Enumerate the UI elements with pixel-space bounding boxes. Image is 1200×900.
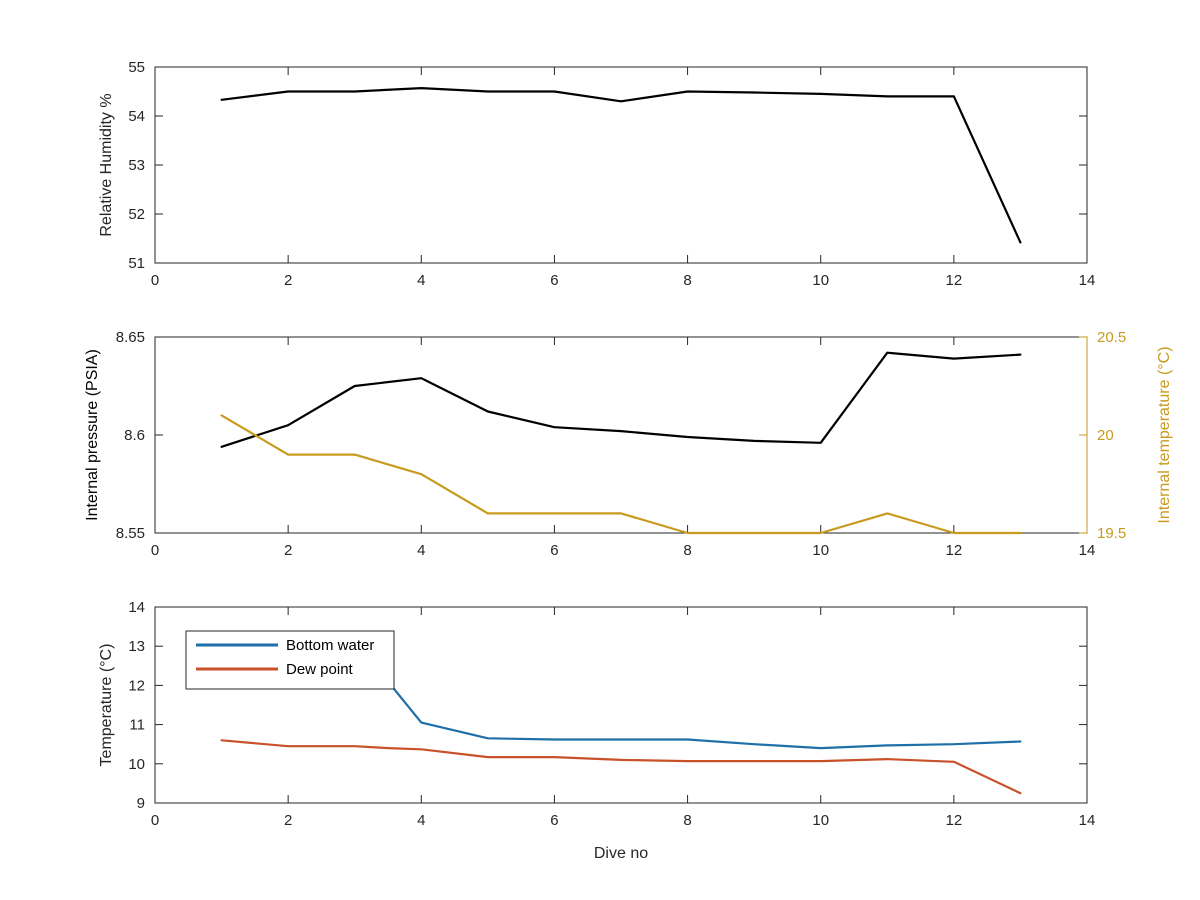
- x-tick-label: 12: [946, 542, 963, 559]
- y-tick-label: 51: [128, 255, 145, 272]
- x-tick-label: 14: [1079, 812, 1096, 829]
- x-tick-label: 10: [812, 812, 829, 829]
- legend-box: [185, 630, 395, 690]
- y-axis-title: Internal pressure (PSIA): [84, 349, 101, 521]
- y-tick-label: 8.6: [124, 427, 145, 444]
- y-tick-label: 9: [137, 795, 145, 812]
- x-tick-label: 8: [683, 812, 691, 829]
- y-axis-title: Relative Humidity %: [98, 93, 115, 236]
- x-tick-label: 6: [550, 812, 558, 829]
- plot-area: [154, 336, 1088, 534]
- y2-tick-label: 19.5: [1097, 525, 1126, 542]
- series-line-dew-point: [220, 739, 1022, 795]
- x-axis-title: Dive no: [594, 845, 648, 862]
- x-tick-label: 10: [812, 542, 829, 559]
- y2-tick-label: 20.5: [1097, 329, 1126, 346]
- x-tick-label: 2: [284, 812, 292, 829]
- x-tick-label: 12: [946, 272, 963, 289]
- y-tick-label: 12: [128, 677, 145, 694]
- y2-tick-label: 20: [1097, 427, 1114, 444]
- y2-axis-title: Internal temperature (°C): [1156, 346, 1173, 523]
- series-line-1: [220, 351, 1022, 448]
- x-tick-label: 2: [284, 272, 292, 289]
- y-tick-label: 8.65: [116, 329, 145, 346]
- plot-area: [154, 66, 1088, 264]
- y-tick-label: 14: [128, 599, 145, 616]
- x-tick-label: 4: [417, 272, 425, 289]
- x-tick-label: 2: [284, 542, 292, 559]
- y-tick-label: 10: [128, 756, 145, 773]
- series-line-2: [220, 414, 1022, 535]
- legend: Bottom water Dew point: [185, 630, 395, 690]
- x-tick-label: 14: [1079, 272, 1096, 289]
- x-tick-label: 0: [151, 812, 159, 829]
- x-tick-label: 8: [683, 542, 691, 559]
- x-tick-label: 8: [683, 272, 691, 289]
- chart-2: 0 2 4 6 8 10 12 14 8.55 8.6 8.65 19.5 20 20.5 Internal…: [84, 329, 1173, 559]
- y-tick-label: 53: [128, 157, 145, 174]
- x-tick-label: 0: [151, 272, 159, 289]
- legend-label: Dew point: [286, 661, 354, 678]
- x-tick-label: 6: [550, 542, 558, 559]
- y-tick-label: 55: [128, 59, 145, 76]
- x-tick-label: 14: [1079, 542, 1096, 559]
- y-tick-label: 54: [128, 108, 145, 125]
- series-line-1: [220, 87, 1022, 244]
- x-tick-label: 4: [417, 812, 425, 829]
- chart-1: 0 2 4 6 8 10 12 14 51 52 53 54 55 Relative Humidity %: [98, 59, 1095, 289]
- y-tick-label: 11: [129, 717, 145, 734]
- y-tick-label: 8.55: [116, 525, 145, 542]
- x-tick-label: 4: [417, 542, 425, 559]
- x-tick-label: 12: [946, 812, 963, 829]
- x-tick-label: 10: [812, 272, 829, 289]
- chart-3: 0 2 4 6 8 10 12 14 9 10 11 12 13 14 Temperature (°C) Di…: [98, 599, 1095, 862]
- x-tick-label: 0: [151, 542, 159, 559]
- series-line-bottom-water: [386, 680, 1022, 750]
- legend-label: Bottom water: [286, 637, 374, 654]
- y-tick-label: 13: [128, 638, 145, 655]
- y-tick-label: 52: [128, 206, 145, 223]
- y-axis-title: Temperature (°C): [98, 644, 115, 767]
- x-tick-label: 6: [550, 272, 558, 289]
